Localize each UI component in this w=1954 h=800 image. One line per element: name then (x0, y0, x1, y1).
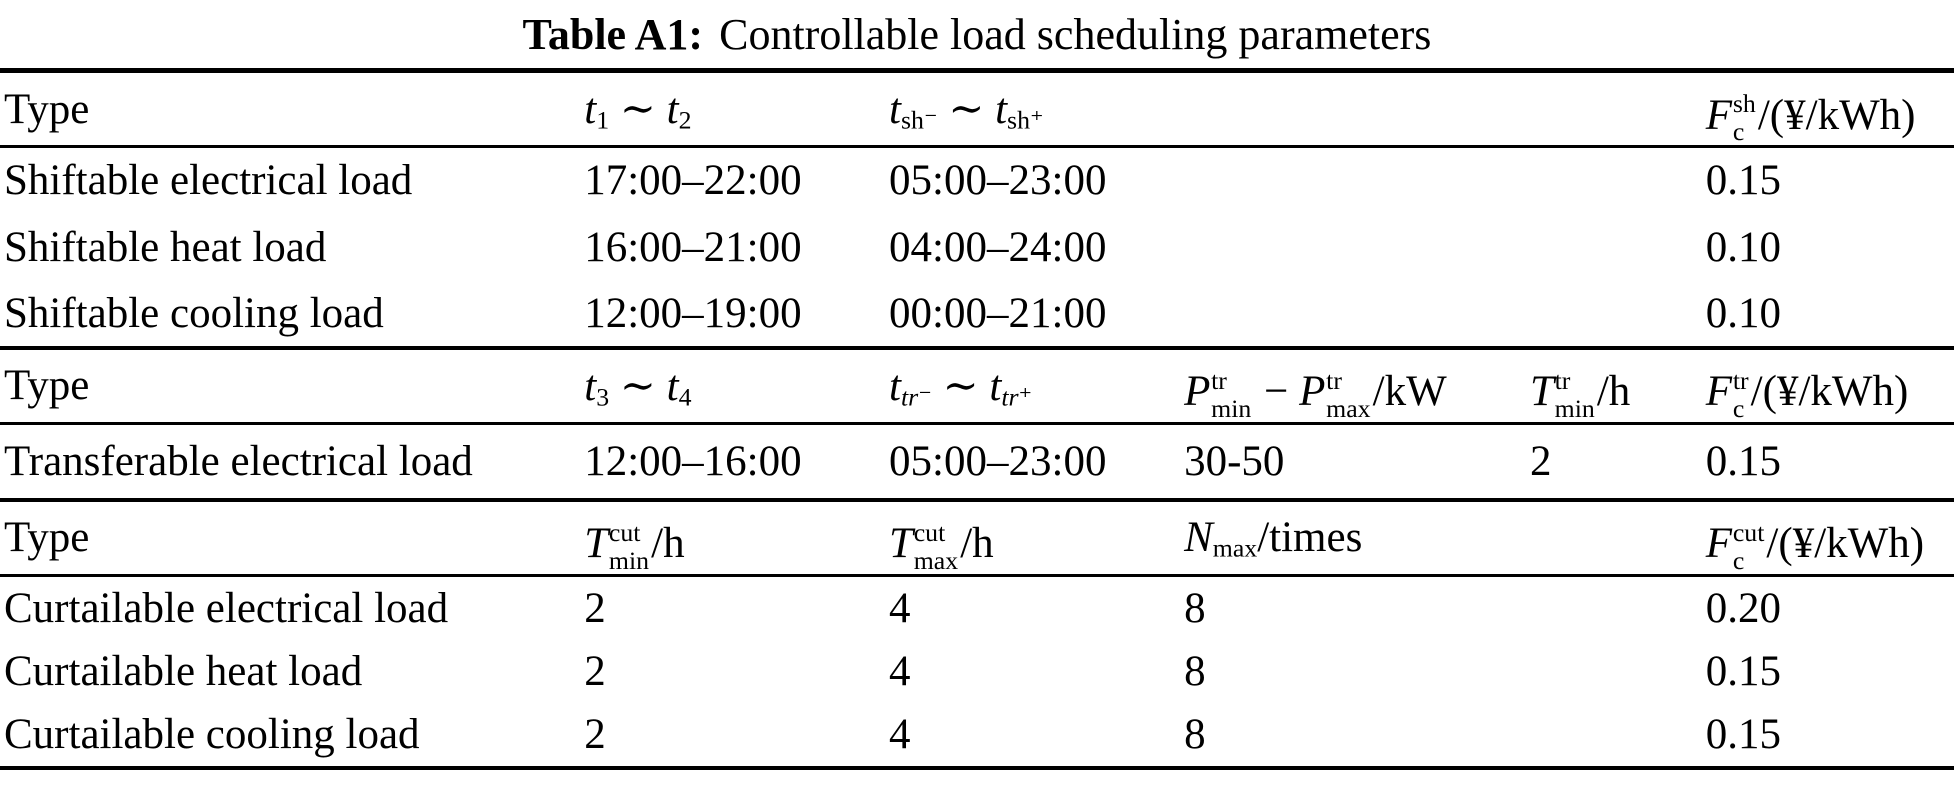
header-cell-t1-t2: t1 ∼ t2 (584, 86, 692, 135)
cell-empty (1530, 281, 1706, 348)
cell-type: Shiftable heat load (4, 223, 327, 271)
cell-type: Curtailable heat load (4, 648, 363, 695)
cell-type: Curtailable electrical load (4, 584, 449, 632)
cell-t3-t4: 12:00–16:00 (584, 437, 802, 485)
cell-empty (1184, 281, 1530, 348)
cell-empty (1184, 147, 1530, 214)
header-cell-type: Type (4, 514, 90, 562)
cell-empty (1530, 704, 1706, 768)
cell-empty (1184, 214, 1530, 281)
table-row-curtailable-electrical: Curtailable electrical load 2 4 8 0.20 (0, 576, 1954, 640)
cell-type: Shiftable electrical load (4, 157, 413, 205)
cell-tcut-min: 2 (584, 584, 606, 632)
header-cell-empty (1530, 500, 1706, 576)
cell-type: Shiftable cooling load (4, 289, 384, 337)
cell-empty (1530, 147, 1706, 214)
cell-tsh-range: 04:00–24:00 (889, 223, 1107, 271)
cell-cost: 0.15 (1705, 157, 1782, 205)
cell-tcut-max: 4 (889, 584, 911, 632)
cell-tcut-max: 4 (889, 648, 911, 695)
cell-type: Curtailable cooling load (4, 711, 420, 758)
table-row-shiftable-heat: Shiftable heat load 16:00–21:00 04:00–24… (0, 214, 1954, 281)
cell-cost: 0.10 (1705, 289, 1782, 337)
cell-type: Transferable electrical load (4, 437, 473, 485)
cell-cost: 0.10 (1705, 223, 1782, 271)
cell-ttr-range: 05:00–23:00 (889, 437, 1107, 485)
header-cell-empty (1184, 71, 1530, 147)
cell-tmin: 2 (1529, 437, 1552, 485)
cell-empty (1530, 214, 1706, 281)
header-cell-empty (1530, 71, 1706, 147)
table-caption: Table A1: Controllable load scheduling p… (0, 0, 1954, 68)
header-cell-type: Type (4, 362, 90, 410)
cell-empty (1530, 640, 1706, 704)
cell-cost: 0.15 (1705, 711, 1782, 758)
cell-cost: 0.20 (1705, 584, 1782, 632)
table-row-shiftable-electrical: Shiftable electrical load 17:00–22:00 05… (0, 147, 1954, 214)
header-cell-type: Type (4, 85, 90, 133)
cell-tcut-max: 4 (889, 711, 911, 758)
cell-nmax: 8 (1184, 648, 1206, 695)
header-cell-ttr-range: ttr⁻ ∼ ttr⁺ (889, 362, 1033, 412)
table-row-transferable-electrical: Transferable electrical load 12:00–16:00… (0, 424, 1954, 500)
cell-nmax: 8 (1184, 584, 1206, 632)
header-cell-t3-t4: t3 ∼ t4 (584, 362, 692, 412)
cell-cost: 0.15 (1705, 648, 1782, 695)
cell-tcut-min: 2 (584, 648, 606, 695)
table-row-curtailable-heat: Curtailable heat load 2 4 8 0.15 (0, 640, 1954, 704)
table-row-curtailable-cooling: Curtailable cooling load 2 4 8 0.15 (0, 704, 1954, 768)
cell-empty (1530, 576, 1706, 640)
cell-tcut-min: 2 (584, 711, 606, 758)
cell-power-range: 30-50 (1184, 437, 1285, 485)
cell-nmax: 8 (1184, 711, 1206, 758)
cell-t1-t2: 12:00–19:00 (584, 289, 802, 337)
header-cell-nmax: Nmax/times (1184, 514, 1363, 563)
cell-t1-t2: 17:00–22:00 (584, 157, 802, 205)
cell-tsh-range: 00:00–21:00 (889, 289, 1107, 337)
cell-t1-t2: 16:00–21:00 (584, 223, 802, 271)
table-caption-label: Table A1: (522, 9, 704, 59)
cell-tsh-range: 05:00–23:00 (889, 157, 1107, 205)
table-caption-text: Controllable load scheduling parameters (719, 9, 1432, 59)
cell-cost: 0.15 (1705, 437, 1782, 485)
header-cell-tsh-range: tsh⁻ ∼ tsh⁺ (889, 86, 1044, 135)
table-row-shiftable-cooling: Shiftable cooling load 12:00–19:00 00:00… (0, 281, 1954, 348)
